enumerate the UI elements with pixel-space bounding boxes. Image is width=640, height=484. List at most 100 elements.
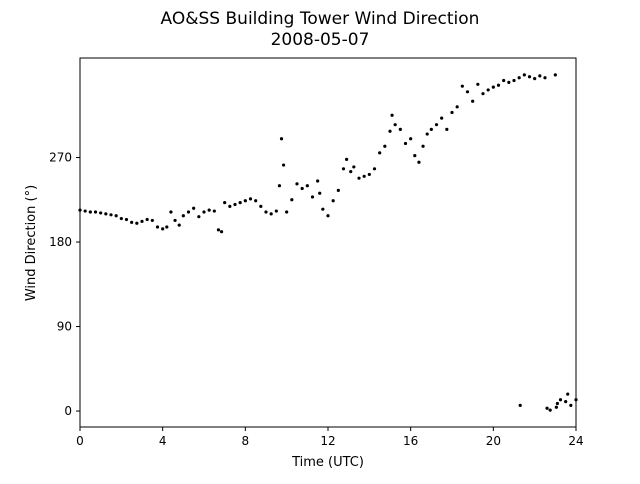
data-point <box>173 218 177 223</box>
data-point <box>398 127 402 131</box>
data-point <box>109 213 113 217</box>
data-point <box>243 199 247 203</box>
data-point <box>393 123 397 127</box>
data-point <box>150 218 154 223</box>
x-tick-label: 4 <box>159 434 167 448</box>
data-point <box>378 151 382 155</box>
data-point <box>223 200 227 205</box>
data-point <box>522 73 526 77</box>
data-point <box>321 207 325 211</box>
y-tick-label: 0 <box>64 404 72 418</box>
data-point <box>413 154 417 158</box>
data-point <box>140 219 144 223</box>
y-axis-label: Wind Direction (°) <box>24 185 39 301</box>
data-point <box>316 179 320 183</box>
data-point <box>543 76 547 80</box>
data-point <box>130 220 134 224</box>
data-point <box>548 408 552 412</box>
data-point <box>445 127 449 131</box>
data-point <box>349 170 353 174</box>
data-point <box>345 157 349 162</box>
data-point <box>238 200 242 205</box>
data-point <box>450 110 454 115</box>
x-axis-label: Time (UTC) <box>291 455 364 470</box>
data-point <box>417 160 421 164</box>
data-point <box>362 174 366 178</box>
data-point <box>502 78 506 83</box>
data-point <box>390 113 394 117</box>
data-point <box>277 184 282 188</box>
data-point <box>119 216 123 221</box>
data-point <box>507 80 511 85</box>
data-point <box>279 137 284 141</box>
y-tick-label: 270 <box>49 151 72 165</box>
data-point <box>318 191 322 195</box>
data-point <box>533 77 537 81</box>
data-point <box>310 195 315 199</box>
data-point <box>212 209 216 213</box>
data-point <box>518 403 522 408</box>
data-point <box>341 167 346 171</box>
data-point <box>124 217 129 222</box>
data-point <box>233 202 237 207</box>
data-point <box>216 228 221 232</box>
data-point <box>372 167 377 171</box>
data-point <box>383 144 387 148</box>
data-point <box>555 401 560 406</box>
data-point <box>481 92 485 96</box>
data-point <box>455 105 459 109</box>
chart-title: AO&SS Building Tower Wind Direction <box>161 9 480 29</box>
data-point <box>165 225 169 229</box>
data-point <box>425 132 429 136</box>
data-point <box>269 212 273 216</box>
data-point <box>300 186 304 191</box>
y-tick-label: 90 <box>57 320 72 334</box>
data-point <box>202 210 206 214</box>
data-point <box>177 223 181 227</box>
data-point <box>207 208 211 212</box>
y-tick-label: 180 <box>49 235 72 249</box>
data-point <box>460 84 464 88</box>
data-point <box>145 217 149 222</box>
data-point <box>248 197 253 201</box>
data-point <box>135 221 139 225</box>
data-point <box>336 188 340 192</box>
data-point <box>259 204 263 208</box>
data-point <box>538 74 542 78</box>
data-point <box>83 209 87 213</box>
data-point <box>295 182 299 186</box>
data-point <box>553 73 557 77</box>
data-point <box>274 209 278 213</box>
data-point <box>99 211 103 215</box>
data-point <box>434 123 439 127</box>
data-point <box>564 400 568 404</box>
data-point <box>181 214 185 218</box>
data-point <box>78 208 82 212</box>
x-tick-label: 20 <box>486 434 501 448</box>
data-point <box>558 398 563 402</box>
data-point <box>290 198 294 202</box>
data-point <box>491 85 495 89</box>
data-point <box>326 214 330 218</box>
data-point <box>161 227 165 231</box>
data-point <box>569 403 573 408</box>
plot-area <box>79 57 577 428</box>
data-point <box>496 83 501 87</box>
chart-subtitle: 2008-05-07 <box>271 30 370 50</box>
data-point <box>554 405 558 409</box>
data-point <box>228 204 232 208</box>
data-point <box>409 137 413 141</box>
data-point <box>574 398 578 402</box>
data-point <box>281 163 286 167</box>
data-point <box>305 184 309 188</box>
data-point <box>254 199 258 203</box>
data-point <box>93 210 98 214</box>
data-point <box>186 210 191 214</box>
data-point <box>566 392 570 396</box>
data-point <box>197 215 201 219</box>
data-point <box>440 116 444 120</box>
data-point <box>357 176 361 180</box>
data-point <box>429 127 433 131</box>
data-point <box>285 210 289 214</box>
